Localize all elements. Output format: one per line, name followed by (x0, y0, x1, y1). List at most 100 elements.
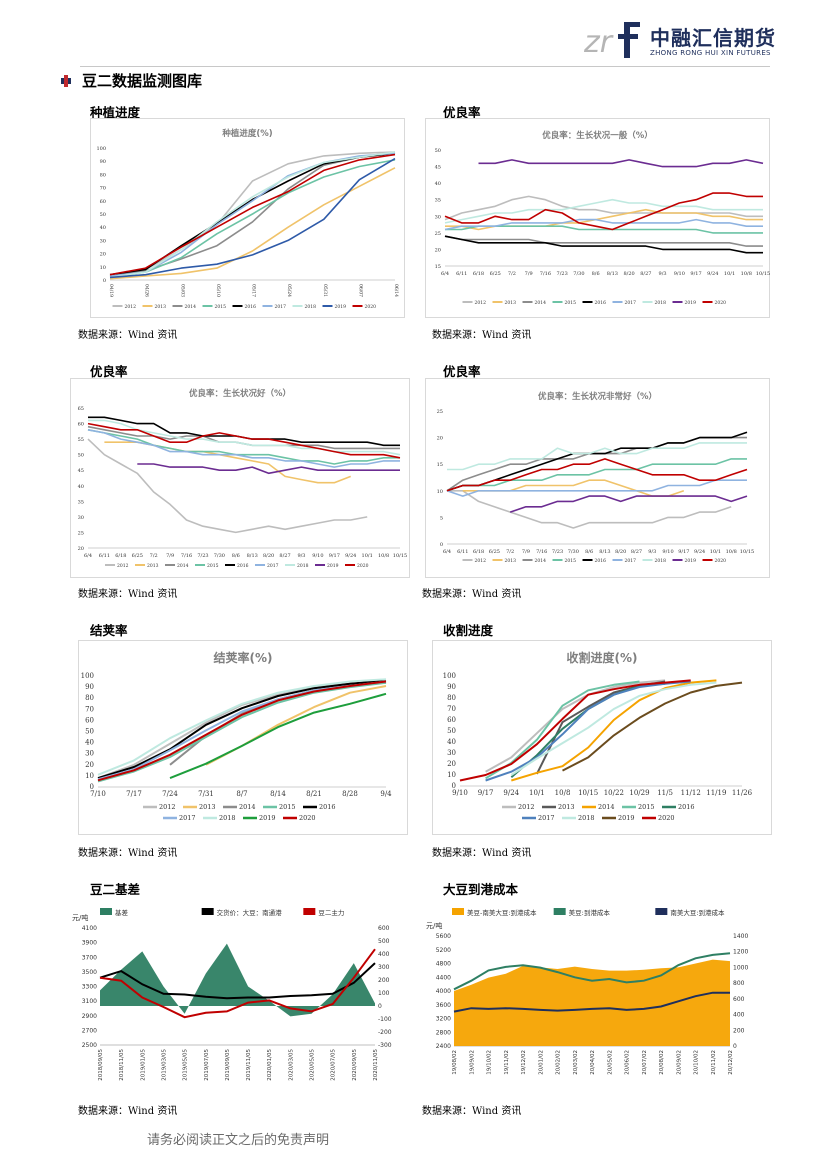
legend-label: 2018 (305, 304, 317, 310)
y-tick-label: 60 (85, 716, 94, 724)
x-tick-label: 6/18 (473, 549, 484, 555)
x-tick-label: 19/10/02 (487, 1050, 493, 1075)
x-tick-label: 05/03 (179, 284, 185, 297)
x-tick-label: 20/12/02 (728, 1050, 734, 1075)
x-tick-label: 9/17 (478, 789, 494, 797)
y-tick-label: 20 (447, 760, 456, 768)
x-tick-label: 6/11 (99, 553, 110, 559)
x-tick-label: 04/19 (108, 284, 114, 297)
y-tick-label: 2500 (82, 1042, 97, 1049)
y2-tick-label: 600 (733, 996, 745, 1003)
series-line-2012 (109, 151, 396, 277)
series-line-2013 (536, 680, 666, 775)
y-tick-label: 2400 (436, 1043, 451, 1050)
y-tick-label: 40 (447, 738, 456, 746)
series-line-2 (453, 991, 730, 1013)
panel-source-basis: 数据来源：Wind 资讯 (78, 1106, 178, 1117)
legend-label: 2017 (267, 563, 279, 569)
x-tick-label: 9/17 (678, 549, 689, 555)
series-line-2017 (87, 429, 400, 468)
x-tick-label: 06/07 (357, 284, 363, 297)
y-tick-label: 3900 (82, 940, 97, 947)
y-tick-label: 60 (78, 422, 84, 428)
legend-label: 2012 (117, 563, 129, 569)
legend-label: 2013 (199, 803, 216, 811)
y-tick-label: 50 (435, 148, 441, 154)
legend-label: 2015 (565, 300, 577, 306)
legend-label: 2019 (259, 814, 276, 822)
panel-source-condition-excellent: 数据来源：Wind 资讯 (422, 589, 522, 600)
panel-label-harvest: 收割进度 (443, 623, 494, 638)
x-tick-label: 7/10 (90, 790, 106, 798)
y-tick-label: 60 (100, 199, 106, 205)
series-line-2016 (444, 235, 763, 254)
y-tick-label: 2800 (436, 1029, 451, 1036)
series-area-0 (454, 959, 730, 1046)
y2-tick-label: 400 (378, 951, 390, 958)
legend-label: 2012 (518, 803, 535, 811)
y-tick-label: 70 (447, 705, 456, 713)
series-line-2017 (444, 218, 763, 231)
legend-label: 2018 (578, 814, 595, 822)
y-tick-label: 20 (85, 761, 94, 769)
legend-label: 2016 (319, 803, 336, 811)
x-tick-label: 2020/07/05 (331, 1049, 337, 1081)
series-line-2020 (446, 458, 748, 492)
footer-text: 请务必阅读正文之后的免责声明 (146, 1133, 329, 1148)
series-line-2019 (478, 159, 764, 168)
y-tick-label: 20 (78, 546, 84, 552)
y-tick-label: 40 (100, 225, 106, 231)
legend-label: 2020 (715, 558, 727, 564)
x-tick-label: 8/14 (270, 790, 286, 798)
y-tick-label: 30 (435, 214, 441, 220)
y-tick-label: 3500 (82, 969, 97, 976)
legend-label: 2020 (715, 300, 727, 306)
x-tick-label: 9/4 (380, 790, 392, 798)
y2-tick-label: 1400 (733, 933, 748, 940)
y-tick-label: 3600 (436, 1002, 451, 1009)
y2-tick-label: 500 (378, 938, 390, 945)
x-tick-label: 2019/07/05 (204, 1049, 210, 1081)
legend-swatch (100, 908, 112, 915)
legend-label: 豆二主力 (318, 908, 344, 917)
y-tick-label: 4000 (436, 988, 451, 995)
header-divider (80, 66, 770, 67)
section-title-text: 豆二数据监测图库 (82, 72, 203, 90)
y-tick-label: 5 (440, 515, 443, 521)
y-tick-label: 65 (78, 406, 84, 412)
y-tick-label: 20 (437, 436, 443, 442)
x-tick-label: 8/6 (232, 553, 240, 559)
x-tick-label: 8/21 (306, 790, 322, 798)
legend-label: 2017 (538, 814, 555, 822)
y2-tick-label: -300 (378, 1042, 392, 1049)
panel-source-condition-fair: 数据来源：Wind 资讯 (432, 330, 532, 341)
x-tick-label: 20/08/02 (659, 1050, 665, 1075)
x-tick-label: 7/2 (150, 553, 158, 559)
chart-title: 种植进度(%) (221, 128, 272, 139)
y-tick-label: 4100 (82, 925, 97, 932)
series-line-2020 (87, 422, 401, 459)
x-tick-label: 7/17 (126, 790, 142, 798)
chart-title: 结荚率(%) (214, 650, 273, 665)
panel-source-pod-setting: 数据来源：Wind 资讯 (78, 848, 178, 859)
y-tick-label: 2700 (82, 1027, 97, 1034)
legend-label: 2018 (655, 300, 667, 306)
x-tick-label: 05/31 (322, 284, 328, 297)
series-line-2016 (446, 431, 748, 492)
footer-disclaimer: 请务必阅读正文之后的免责声明 (0, 1129, 826, 1148)
y-tick-label: 50 (100, 212, 106, 218)
chart-harvest-progress: 收割进度(%) 0 10 20 30 40 50 60 70 80 90 100 9/10 9/17 9/2… (432, 640, 772, 835)
panel-source-import-cost: 数据来源：Wind 资讯 (422, 1106, 522, 1117)
legend-label: 2015 (565, 558, 577, 564)
chart-pod-setting: 结荚率(%) 0 10 20 30 40 50 60 70 80 90 100 7/10 7/17 7/24… (78, 640, 408, 835)
y-tick-label: 10 (447, 771, 456, 779)
legend-label: 美豆-南美大豆:到港成本 (467, 908, 537, 917)
legend-label: 2012 (475, 558, 487, 564)
chart-condition-good: 优良率：生长状况好（%） 20 25 30 35 40 45 50 55 60 65 6/4 6/11 6… (70, 378, 410, 578)
panel-source-planting: 数据来源：Wind 资讯 (78, 330, 178, 341)
x-tick-label: 9/10 (674, 271, 685, 277)
x-tick-label: 6/25 (489, 549, 500, 555)
x-tick-label: 8/20 (623, 271, 634, 277)
x-tick-label: 7/23 (557, 271, 568, 277)
series-line-2018 (447, 442, 747, 471)
